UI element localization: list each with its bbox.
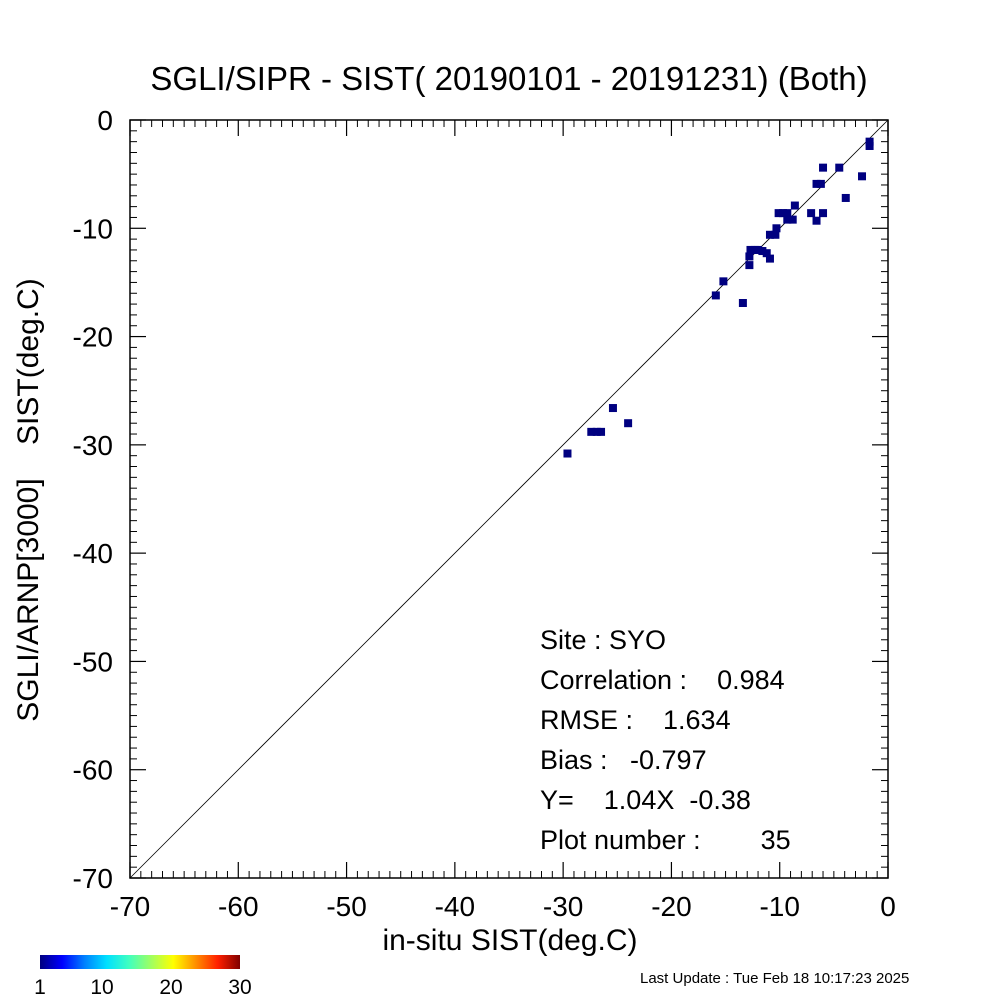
data-point bbox=[608, 404, 617, 413]
y-tick-label: -40 bbox=[73, 538, 113, 569]
data-point bbox=[711, 291, 720, 300]
colorbar-labels: 1 10 20 30 bbox=[34, 976, 252, 999]
stats-box: Site : SYO Correlation : 0.984 RMSE : 1.… bbox=[540, 625, 791, 855]
data-point bbox=[774, 209, 783, 218]
x-tick-labels: -70 -60 -50 -40 -30 -20 -10 0 bbox=[110, 891, 896, 922]
data-point bbox=[765, 254, 774, 263]
data-point bbox=[819, 163, 828, 172]
data-point bbox=[812, 216, 821, 225]
stat-rmse: RMSE : 1.634 bbox=[540, 705, 731, 735]
x-tick-label: -10 bbox=[759, 891, 799, 922]
y-tick-label: -60 bbox=[73, 755, 113, 786]
stat-correlation: Correlation : 0.984 bbox=[540, 665, 785, 695]
y-tick-label: -10 bbox=[73, 213, 113, 244]
y-tick-label: -70 bbox=[73, 863, 113, 894]
y-tick-label: -20 bbox=[73, 322, 113, 353]
data-point bbox=[858, 172, 867, 181]
y-axis-title: SGLI/ARNP[3000] SIST(deg.C) bbox=[12, 278, 45, 722]
colorbar-label: 30 bbox=[228, 976, 251, 999]
data-point bbox=[819, 209, 828, 218]
data-point bbox=[788, 215, 797, 224]
data-point bbox=[816, 179, 825, 188]
data-point bbox=[719, 277, 728, 286]
data-point bbox=[841, 193, 850, 202]
data-point bbox=[624, 419, 633, 428]
colorbar-label: 10 bbox=[90, 976, 113, 999]
data-point bbox=[771, 230, 780, 239]
data-point bbox=[835, 163, 844, 172]
data-point bbox=[765, 230, 774, 239]
minor-ticks bbox=[130, 120, 888, 878]
plot-frame bbox=[129, 119, 889, 879]
data-points bbox=[563, 137, 874, 458]
data-point bbox=[865, 141, 874, 150]
stat-plot-number: Plot number : 35 bbox=[540, 825, 791, 855]
colorbar bbox=[40, 955, 240, 969]
data-point bbox=[745, 252, 754, 261]
y-tick-labels: 0 -10 -20 -30 -40 -50 -60 -70 bbox=[73, 105, 113, 894]
stat-bias: Bias : -0.797 bbox=[540, 745, 707, 775]
data-point bbox=[807, 209, 816, 218]
data-point bbox=[790, 201, 799, 210]
colorbar-label: 20 bbox=[159, 976, 182, 999]
stat-regression: Y= 1.04X -0.38 bbox=[540, 785, 751, 815]
x-tick-label: 0 bbox=[880, 891, 896, 922]
data-point bbox=[563, 449, 572, 458]
y-tick-label: -30 bbox=[73, 430, 113, 461]
colorbar-label: 1 bbox=[34, 976, 46, 999]
data-point bbox=[587, 427, 596, 436]
data-point bbox=[597, 427, 606, 436]
data-point bbox=[762, 249, 771, 258]
x-tick-label: -70 bbox=[110, 891, 150, 922]
stat-site: Site : SYO bbox=[540, 625, 666, 655]
x-tick-label: -30 bbox=[543, 891, 583, 922]
chart-title: SGLI/SIPR - SIST( 20190101 - 20191231) (… bbox=[150, 60, 867, 97]
y-tick-label: -50 bbox=[73, 646, 113, 677]
x-tick-label: -20 bbox=[651, 891, 691, 922]
y-tick-label: 0 bbox=[97, 105, 113, 136]
x-tick-label: -60 bbox=[218, 891, 258, 922]
last-update-text: Last Update : Tue Feb 18 10:17:23 2025 bbox=[640, 970, 909, 987]
data-point bbox=[783, 209, 792, 218]
data-point bbox=[772, 224, 781, 233]
data-point bbox=[865, 137, 874, 146]
data-point bbox=[758, 247, 767, 256]
x-tick-label: -50 bbox=[326, 891, 366, 922]
x-axis-title: in-situ SIST(deg.C) bbox=[382, 924, 637, 957]
data-point bbox=[738, 299, 747, 308]
data-point bbox=[745, 261, 754, 270]
data-point bbox=[754, 245, 763, 254]
data-point bbox=[812, 179, 821, 188]
data-point bbox=[592, 427, 601, 436]
data-point bbox=[783, 215, 792, 224]
x-tick-label: -40 bbox=[435, 891, 475, 922]
data-point bbox=[778, 209, 787, 218]
data-point bbox=[746, 245, 755, 254]
